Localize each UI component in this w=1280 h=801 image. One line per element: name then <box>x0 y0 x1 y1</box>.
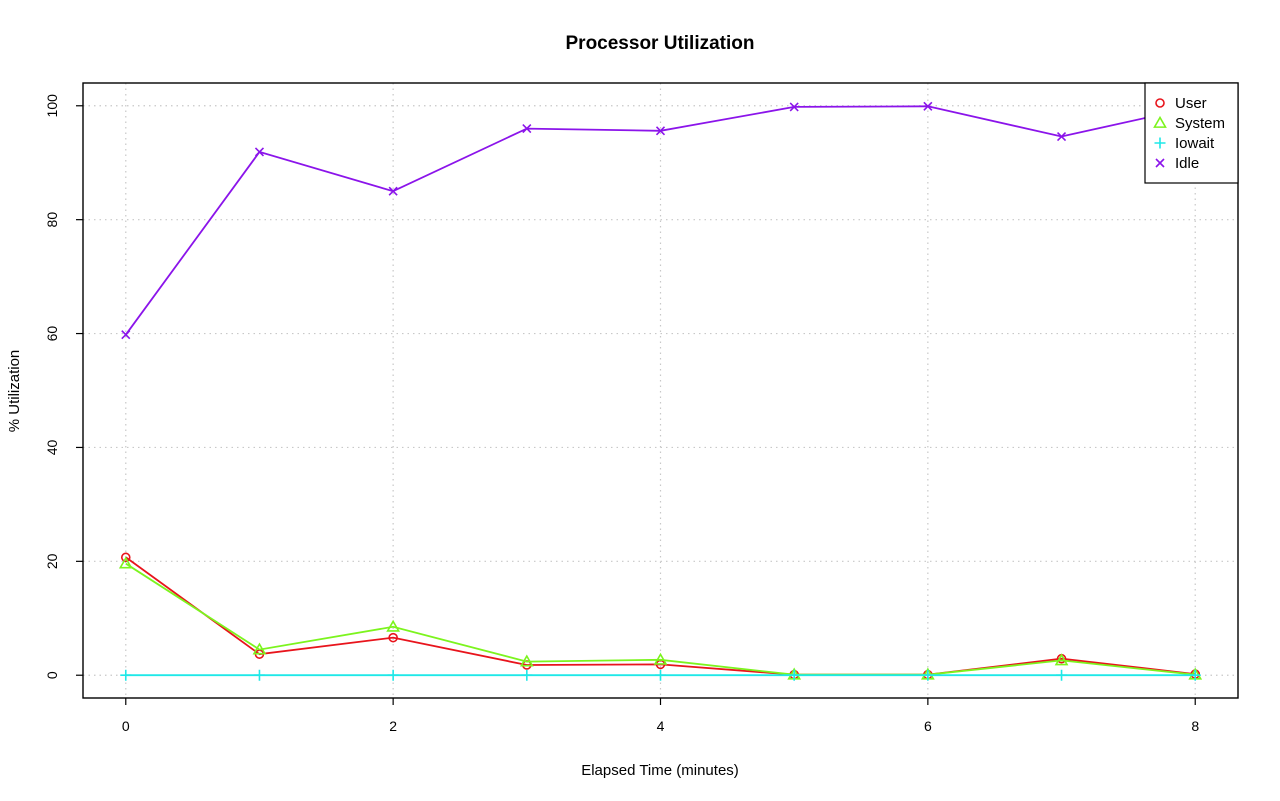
chart-title: Processor Utilization <box>566 33 755 54</box>
data-point-system <box>118 556 133 569</box>
data-point-iowait <box>1056 669 1068 681</box>
grid-layer <box>83 83 1238 698</box>
data-point-iowait <box>120 669 132 681</box>
legend-label-system: System <box>1175 115 1225 132</box>
data-point-iowait <box>922 669 934 681</box>
series-line-system <box>125 562 1196 676</box>
y-tick-label: 80 <box>44 212 60 228</box>
data-point-idle <box>522 123 532 134</box>
legend-marker-idle <box>1155 158 1165 168</box>
legend-item-user: User <box>1155 95 1207 112</box>
data-point-iowait <box>788 669 800 681</box>
y-tick-label: 0 <box>44 671 60 679</box>
series-layer <box>118 101 1203 681</box>
x-tick-label: 4 <box>657 718 665 734</box>
data-point-system <box>1054 653 1069 666</box>
data-point-idle <box>789 102 799 112</box>
legend-label-user: User <box>1175 95 1207 112</box>
legend-item-system: System <box>1153 115 1225 132</box>
y-axis: 0 20 40 60 80 100 <box>44 94 83 679</box>
data-point-system <box>252 642 267 655</box>
data-point-idle <box>655 126 666 136</box>
data-point-user <box>388 632 398 643</box>
y-tick-label: 40 <box>44 439 60 455</box>
x-tick-label: 0 <box>122 718 130 734</box>
legend: User System Iowait Idle <box>1144 82 1239 184</box>
data-point-system <box>386 619 401 632</box>
y-tick-label: 100 <box>44 94 60 118</box>
data-point-iowait <box>387 669 399 681</box>
data-point-iowait <box>1189 669 1201 681</box>
legend-label-iowait: Iowait <box>1175 135 1215 152</box>
series-line-user <box>125 556 1196 676</box>
data-point-iowait <box>521 669 533 681</box>
legend-label-idle: Idle <box>1175 155 1199 172</box>
legend-marker-system <box>1153 115 1167 128</box>
x-axis-label: Elapsed Time (minutes) <box>581 762 739 779</box>
x-tick-label: 2 <box>389 718 397 734</box>
data-point-idle <box>121 330 131 340</box>
series-system <box>118 556 1203 680</box>
legend-marker-iowait <box>1154 137 1166 149</box>
data-point-idle <box>923 101 933 111</box>
data-point-iowait <box>655 669 666 681</box>
y-tick-label: 20 <box>44 553 60 569</box>
series-iowait <box>120 669 1201 681</box>
x-tick-label: 6 <box>924 718 932 734</box>
y-axis-label: % Utilization <box>6 350 23 433</box>
legend-item-idle: Idle <box>1155 155 1199 172</box>
data-point-user <box>120 552 131 563</box>
series-idle <box>121 101 1200 340</box>
y-tick-label: 60 <box>44 326 60 342</box>
data-point-idle <box>1056 131 1067 142</box>
x-tick-label: 8 <box>1191 718 1199 734</box>
data-point-system <box>653 652 668 665</box>
data-point-idle <box>388 186 398 196</box>
data-point-iowait <box>253 669 265 681</box>
x-axis: 0 2 4 6 8 <box>122 698 1199 734</box>
data-point-idle <box>254 147 265 157</box>
legend-item-iowait: Iowait <box>1154 135 1215 152</box>
legend-marker-user <box>1155 98 1165 108</box>
data-point-system <box>519 654 534 667</box>
